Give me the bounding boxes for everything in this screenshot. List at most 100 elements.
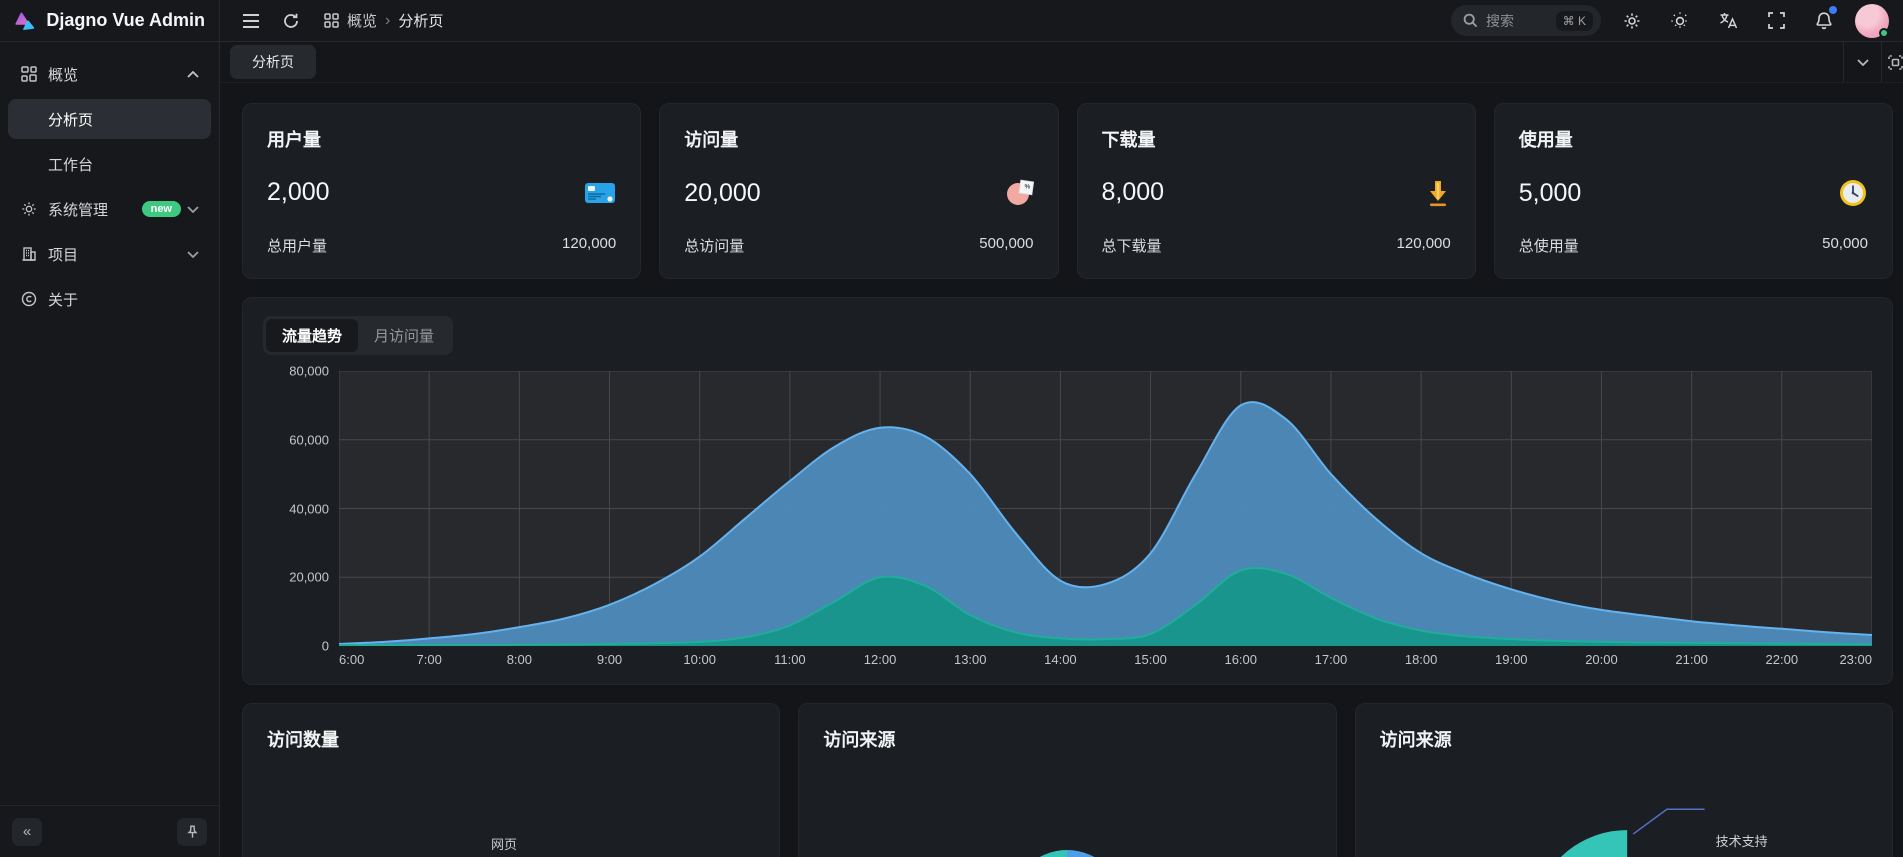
search-input[interactable]: 搜索 ⌘ K (1451, 5, 1601, 36)
app-logo-icon (15, 11, 35, 30)
pie-slice-label: 技术支持 (1715, 834, 1768, 849)
id-card-icon (585, 182, 616, 203)
search-icon (1463, 13, 1478, 28)
breadcrumb: 概览 › 分析页 (324, 10, 443, 31)
tabbar: 分析页 (220, 42, 1903, 83)
sidebar-item-label: 分析页 (48, 111, 94, 129)
pie-slice (1560, 808, 1705, 857)
breadcrumb-current[interactable]: 分析页 (398, 13, 444, 30)
visit-source-pie-card: 访问来源 (798, 703, 1337, 857)
refresh-button[interactable] (274, 4, 308, 38)
expand-icon (1888, 54, 1903, 70)
stat-title: 下载量 (1101, 130, 1156, 150)
stat-card-row: 用户量 2,000 总用户量 120,00 (242, 103, 1893, 279)
stat-footer-value: 120,000 (1396, 235, 1451, 252)
stat-title: 使用量 (1518, 130, 1573, 150)
bottom-card-row: 访问数量 网页 访问来源 访问来源 (242, 703, 1893, 857)
sidebar-menu: 概览 分析页 工作台 系统管理 new (0, 42, 219, 805)
tab-analytics[interactable]: 分析页 (230, 45, 316, 79)
sidebar-footer: « (0, 805, 219, 857)
sidebar-item-system[interactable]: 系统管理 new (8, 189, 211, 229)
breadcrumb-root[interactable]: 概览 (347, 13, 378, 30)
copyright-icon (20, 291, 38, 307)
sidebar-toggle-button[interactable] (234, 4, 268, 38)
y-axis-labels: 0 20,000 40,000 60,000 80,000 (289, 363, 329, 654)
visit-source-card-2: 访问来源 技术支持 (1354, 703, 1893, 857)
chevron-down-icon (1856, 58, 1869, 66)
tab-traffic-trend[interactable]: 流量趋势 (266, 319, 359, 352)
building-icon (20, 246, 38, 262)
sidebar-item-label: 概览 (48, 66, 79, 84)
download-icon (1429, 180, 1446, 206)
language-button[interactable] (1711, 4, 1745, 38)
stat-footer-value: 500,000 (979, 235, 1034, 252)
notifications-button[interactable] (1807, 4, 1841, 38)
visit-count-card: 访问数量 网页 (242, 703, 781, 857)
new-badge: new (141, 201, 181, 217)
sidebar: 概览 分析页 工作台 系统管理 new (0, 42, 220, 857)
sidebar-item-workbench[interactable]: 工作台 (8, 144, 211, 184)
sidebar-item-label: 工作台 (48, 156, 94, 174)
fullscreen-button[interactable] (1759, 4, 1793, 38)
stat-footer-value: 120,000 (562, 235, 617, 252)
stat-footer-label: 总用户量 (267, 238, 328, 255)
breadcrumb-separator: › (385, 11, 391, 29)
stat-value: 8,000 (1101, 178, 1165, 206)
sidebar-item-label: 项目 (48, 246, 79, 264)
stat-footer-label: 总使用量 (1518, 238, 1579, 255)
pie-chart (1010, 850, 1125, 857)
card-title: 访问数量 (267, 730, 339, 750)
collapse-sidebar-button[interactable]: « (12, 817, 42, 846)
maximize-content-button[interactable] (1881, 42, 1903, 82)
stat-title: 访问量 (684, 130, 739, 150)
topbar: Djagno Vue Admin 概览 › 分析页 (0, 0, 1903, 42)
search-shortcut-badge: ⌘ K (1555, 10, 1593, 31)
svg-text:%: % (1024, 184, 1030, 191)
logo[interactable]: Djagno Vue Admin (0, 0, 220, 41)
sidebar-item-analytics[interactable]: 分析页 (8, 99, 211, 139)
tab-monthly-visits[interactable]: 月访问量 (374, 328, 435, 345)
page-content: 用户量 2,000 总用户量 120,00 (220, 83, 1903, 857)
stat-footer-value: 50,000 (1822, 235, 1868, 252)
traffic-trend-card: 流量趋势 月访问量 0 20,000 40,000 60,000 80,000 6:00… (242, 297, 1893, 685)
translate-icon (1719, 12, 1737, 28)
stat-card-visits: 访问量 20,000 % 总访问量 500,000 (659, 103, 1059, 279)
online-status-dot (1879, 27, 1889, 38)
sun-icon (1671, 11, 1689, 30)
card-title: 访问来源 (823, 730, 896, 750)
pin-icon (186, 825, 198, 838)
tab-menu-button[interactable] (1843, 42, 1881, 82)
chevron-down-icon (187, 250, 199, 258)
sidebar-item-label: 系统管理 (48, 201, 109, 219)
sidebar-item-overview[interactable]: 概览 (8, 54, 211, 94)
stat-footer-label: 总访问量 (684, 238, 745, 255)
chevron-down-icon (187, 205, 199, 213)
stat-card-usage: 使用量 5,000 总使用量 50,000 (1493, 103, 1893, 279)
app-title: Djagno Vue Admin (46, 10, 205, 30)
fullscreen-icon (1767, 12, 1785, 29)
chevron-up-icon (187, 70, 199, 78)
gear-icon (1624, 13, 1640, 28)
settings-button[interactable] (1615, 4, 1649, 38)
bell-icon (1816, 12, 1832, 30)
area-chart: 0 20,000 40,000 60,000 80,000 6:00 7:00 8:00 9:… (263, 363, 1872, 674)
user-menu-button[interactable] (1855, 3, 1889, 38)
pin-sidebar-button[interactable] (177, 817, 207, 846)
card-title: 访问来源 (1379, 730, 1452, 750)
refresh-icon (284, 13, 298, 28)
stat-footer-label: 总下载量 (1101, 238, 1162, 255)
grid-icon (20, 66, 38, 82)
sidebar-item-project[interactable]: 项目 (8, 234, 211, 274)
stat-title: 用户量 (267, 130, 321, 150)
hamburger-icon (243, 13, 259, 28)
radar-axis-label: 网页 (491, 837, 518, 852)
sidebar-item-about[interactable]: 关于 (8, 279, 211, 319)
x-axis-labels: 6:00 7:00 8:00 9:00 10:00 11:00 12:00 13:00 14:0… (339, 652, 1872, 667)
stat-value: 5,000 (1518, 178, 1582, 207)
clock-icon (1840, 180, 1866, 206)
search-placeholder: 搜索 (1486, 12, 1514, 29)
stat-value: 2,000 (267, 178, 330, 206)
notification-dot (1829, 5, 1837, 14)
theme-toggle-button[interactable] (1663, 4, 1697, 38)
